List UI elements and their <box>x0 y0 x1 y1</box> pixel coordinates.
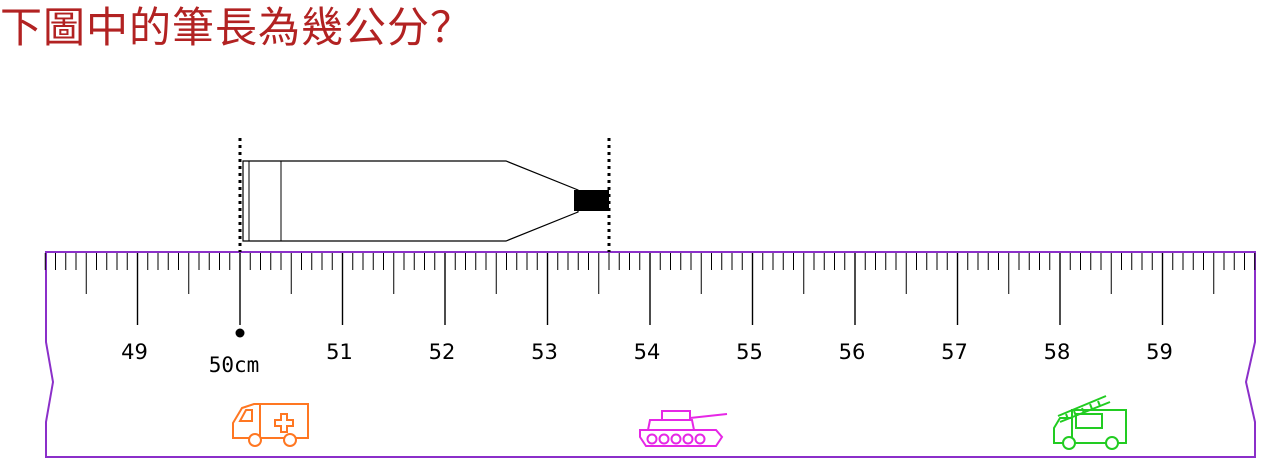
ruler-label: 56 <box>839 340 866 364</box>
ruler-label: 52 <box>429 340 456 364</box>
pen-barrel <box>242 160 579 242</box>
ruler-labels: 49 50cm 51 52 53 54 55 56 57 58 59 <box>121 340 1173 377</box>
ruler-label: 58 <box>1044 340 1071 364</box>
ruler-label: 50cm <box>209 353 260 377</box>
start-marker-dot <box>235 328 245 338</box>
ruler-body <box>45 251 1256 458</box>
ruler-label: 53 <box>531 340 558 364</box>
ruler-label: 57 <box>941 340 968 364</box>
ruler-ticks <box>44 253 1256 325</box>
tank-icon <box>639 410 728 447</box>
fire-truck-icon <box>1053 395 1127 450</box>
pen <box>242 160 609 242</box>
ruler-label: 55 <box>736 340 763 364</box>
pen-tip <box>574 190 609 211</box>
ambulance-icon <box>232 403 309 447</box>
ruler-label: 59 <box>1146 340 1173 364</box>
ruler-label: 49 <box>121 340 148 364</box>
ruler-label: 51 <box>326 340 353 364</box>
ruler-label: 54 <box>634 340 661 364</box>
question-title: 下圖中的筆長為幾公分？ <box>0 3 474 52</box>
